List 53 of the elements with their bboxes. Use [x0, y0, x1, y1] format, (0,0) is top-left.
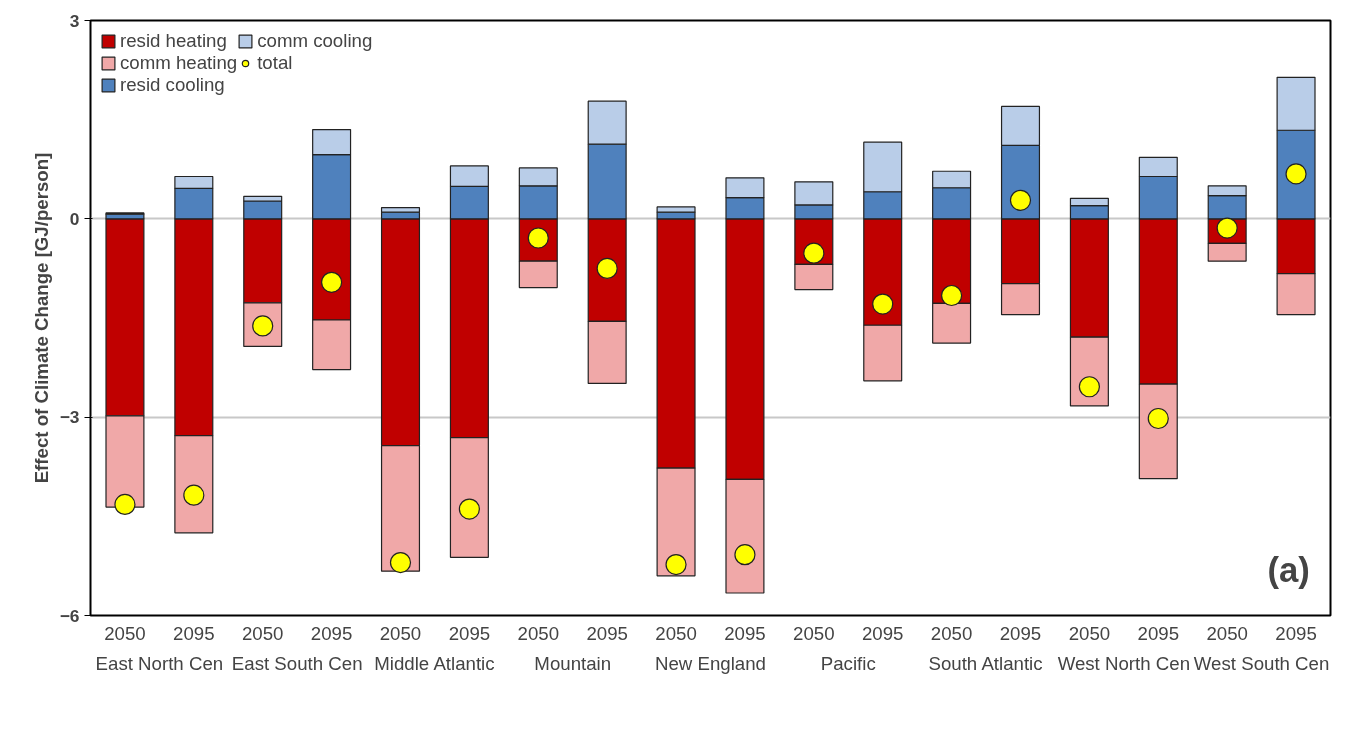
- text: Mountain: [534, 652, 612, 674]
- y-tick-label: −3: [59, 407, 80, 428]
- legend-label: total: [257, 52, 293, 74]
- text: East North Cen: [95, 652, 224, 674]
- x-tick-label: 2095: [724, 622, 766, 644]
- x-tick-label: 2050: [104, 622, 146, 644]
- x-tick-label: 2095: [999, 622, 1042, 644]
- point: [596, 257, 618, 279]
- x-tick-label: 2050: [1206, 622, 1248, 644]
- legend-label: resid cooling: [120, 74, 225, 96]
- text: Pacific: [820, 652, 876, 674]
- x-tick-label: 2095: [861, 622, 904, 644]
- y-axis-title: Effect of Climate Change [GJ/person]: [30, 152, 52, 484]
- point: [321, 271, 343, 293]
- text: South Atlantic: [928, 652, 1043, 674]
- x-tick-label: 2095: [310, 622, 353, 644]
- point: [872, 293, 894, 315]
- point: [1147, 407, 1169, 430]
- x-tick-label: 2095: [448, 622, 491, 644]
- x-tick-label: 2095: [1137, 622, 1180, 644]
- point: [389, 552, 412, 574]
- point: [803, 242, 825, 264]
- point: [1285, 163, 1307, 185]
- y-tick-label: 3: [69, 10, 80, 31]
- x-tick-label: 2050: [241, 622, 284, 644]
- legend-label: resid heating: [120, 30, 227, 52]
- point: [665, 554, 687, 576]
- text: West North Cen: [1057, 652, 1191, 674]
- x-tick-label: 2095: [1275, 622, 1317, 644]
- x-tick-label: 2050: [930, 622, 973, 644]
- x-tick-label: 2050: [655, 622, 697, 644]
- text: New England: [655, 652, 766, 674]
- y-tick-label: 0: [69, 208, 80, 229]
- text: Middle Atlantic: [374, 652, 495, 674]
- point: [941, 284, 963, 307]
- x-tick-label: 2050: [517, 622, 560, 644]
- x-tick-label: 2050: [1068, 622, 1111, 644]
- annotation: (a): [1267, 551, 1310, 590]
- point: [1009, 189, 1032, 211]
- point: [1078, 376, 1100, 398]
- x-tick-label: 2095: [173, 622, 215, 644]
- point: [183, 484, 205, 506]
- x-tick-label: 2050: [793, 622, 835, 644]
- x-tick-label: 2050: [379, 622, 422, 644]
- text: West South Cen: [1193, 652, 1330, 674]
- text: East South Cen: [231, 652, 363, 674]
- point: [734, 544, 756, 566]
- point: [458, 498, 480, 520]
- point: [114, 493, 136, 516]
- y-tick-label: −6: [59, 605, 80, 626]
- legend-label: comm heating: [120, 52, 238, 74]
- x-tick-label: 2095: [586, 622, 628, 644]
- legend-label: comm cooling: [257, 30, 373, 52]
